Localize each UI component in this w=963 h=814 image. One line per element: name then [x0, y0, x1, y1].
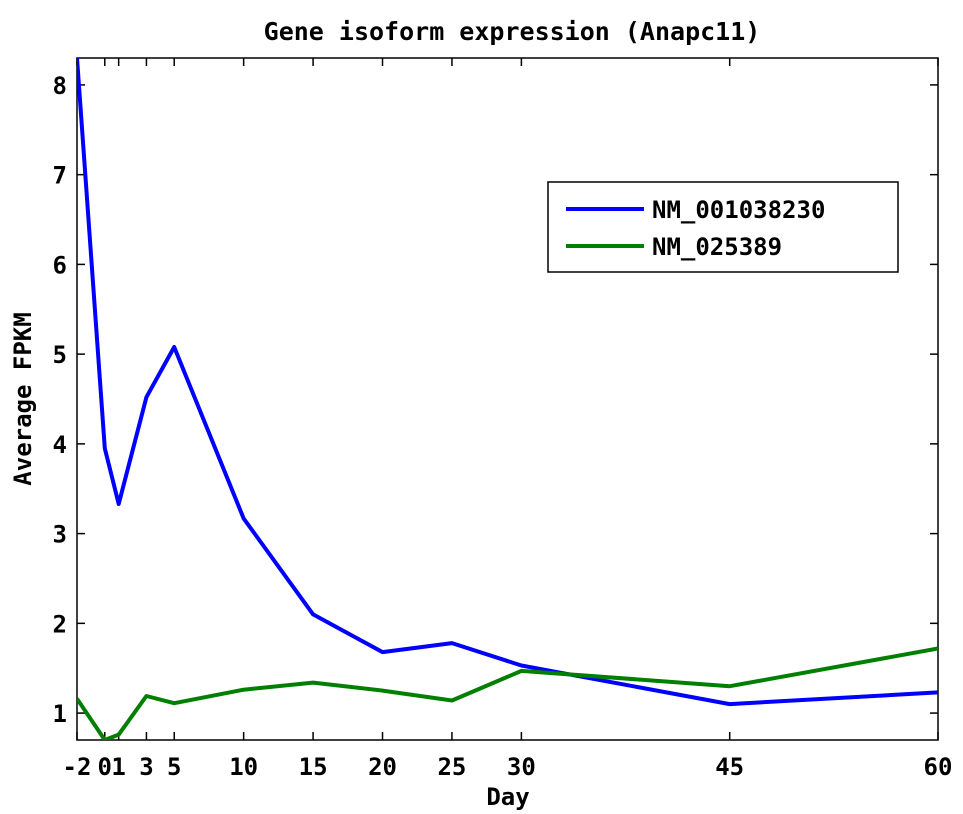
series-layer: [77, 58, 938, 740]
plot-area: [76, 57, 939, 741]
legend-label-series-2: NM_025389: [652, 233, 782, 261]
y-tick-label: 5: [53, 341, 67, 369]
y-tick-label: 7: [53, 162, 67, 190]
y-axis-label: Average FPKM: [9, 312, 37, 485]
x-tick-label: 15: [299, 753, 328, 781]
y-tick-label: 4: [53, 431, 67, 459]
legend: NM_001038230 NM_025389: [547, 181, 899, 273]
y-tick-label: 1: [53, 700, 67, 728]
y-axis: 1 2 3 4 5 6 7 8: [53, 72, 938, 728]
x-axis: -2 0 1 3 5 10 15 20 25 30 45 60: [63, 58, 953, 781]
x-axis-label: Day: [486, 783, 529, 811]
x-tick-label: 60: [924, 753, 953, 781]
y-tick-label: 3: [53, 521, 67, 549]
x-tick-label: 10: [229, 753, 258, 781]
y-tick-label: 2: [53, 610, 67, 638]
series-line-2: [77, 646, 938, 740]
chart-title: Gene isoform expression (Anapc11): [264, 17, 761, 46]
legend-box: [547, 181, 899, 273]
x-tick-label: 20: [368, 753, 397, 781]
x-tick-label: 0: [98, 753, 112, 781]
y-tick-label: 6: [53, 251, 67, 279]
x-tick-label: 3: [139, 753, 153, 781]
x-tick-label: 45: [715, 753, 744, 781]
x-tick-label: 25: [437, 753, 466, 781]
x-tick-label: 1: [111, 753, 125, 781]
x-tick-label: -2: [63, 753, 92, 781]
x-tick-label: 5: [167, 753, 181, 781]
y-tick-label: 8: [53, 72, 67, 100]
legend-label-series-1: NM_001038230: [652, 196, 825, 224]
x-tick-label: 30: [507, 753, 536, 781]
